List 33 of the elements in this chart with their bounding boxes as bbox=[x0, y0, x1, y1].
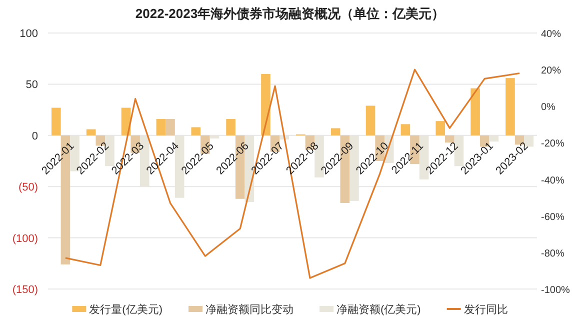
bar bbox=[470, 88, 480, 136]
bar bbox=[191, 127, 201, 136]
y2-tick-label: -100% bbox=[541, 285, 570, 296]
bar bbox=[156, 119, 166, 136]
bar bbox=[86, 129, 96, 136]
bar bbox=[436, 121, 446, 136]
y2-tick-label: 40% bbox=[541, 29, 562, 40]
legend-label: 净融资额同比变动 bbox=[206, 303, 294, 316]
bar bbox=[166, 119, 175, 136]
y-tick-label: 50 bbox=[26, 79, 38, 92]
y2-tick-label: 0% bbox=[541, 102, 556, 114]
bar bbox=[51, 108, 61, 136]
y-tick-label: 100 bbox=[20, 28, 38, 40]
legend-label: 发行量(亿美元) bbox=[89, 303, 162, 316]
bar bbox=[400, 124, 410, 136]
legend-label: 净融资额(亿美元) bbox=[336, 303, 421, 316]
y-tick-label: (150) bbox=[12, 284, 38, 296]
y2-tick-label: 20% bbox=[541, 66, 562, 77]
y-tick-label: (100) bbox=[12, 232, 38, 245]
y2-tick-label: -60% bbox=[541, 212, 564, 223]
chart-title: 2022-2023年海外债券市场融资概况（单位：亿美元） bbox=[135, 6, 445, 21]
y2-tick-label: -40% bbox=[541, 175, 564, 186]
bar bbox=[330, 128, 340, 136]
y-tick-label: 0 bbox=[32, 130, 38, 142]
y2-tick-label: -20% bbox=[541, 138, 564, 150]
bar bbox=[261, 74, 270, 136]
bar bbox=[445, 135, 454, 143]
y2-tick-label: -80% bbox=[541, 248, 564, 260]
bar bbox=[226, 119, 236, 136]
y-tick-label: (50) bbox=[18, 182, 38, 194]
legend-label: 发行同比 bbox=[464, 303, 508, 316]
bar bbox=[506, 78, 515, 136]
bar bbox=[366, 106, 376, 136]
